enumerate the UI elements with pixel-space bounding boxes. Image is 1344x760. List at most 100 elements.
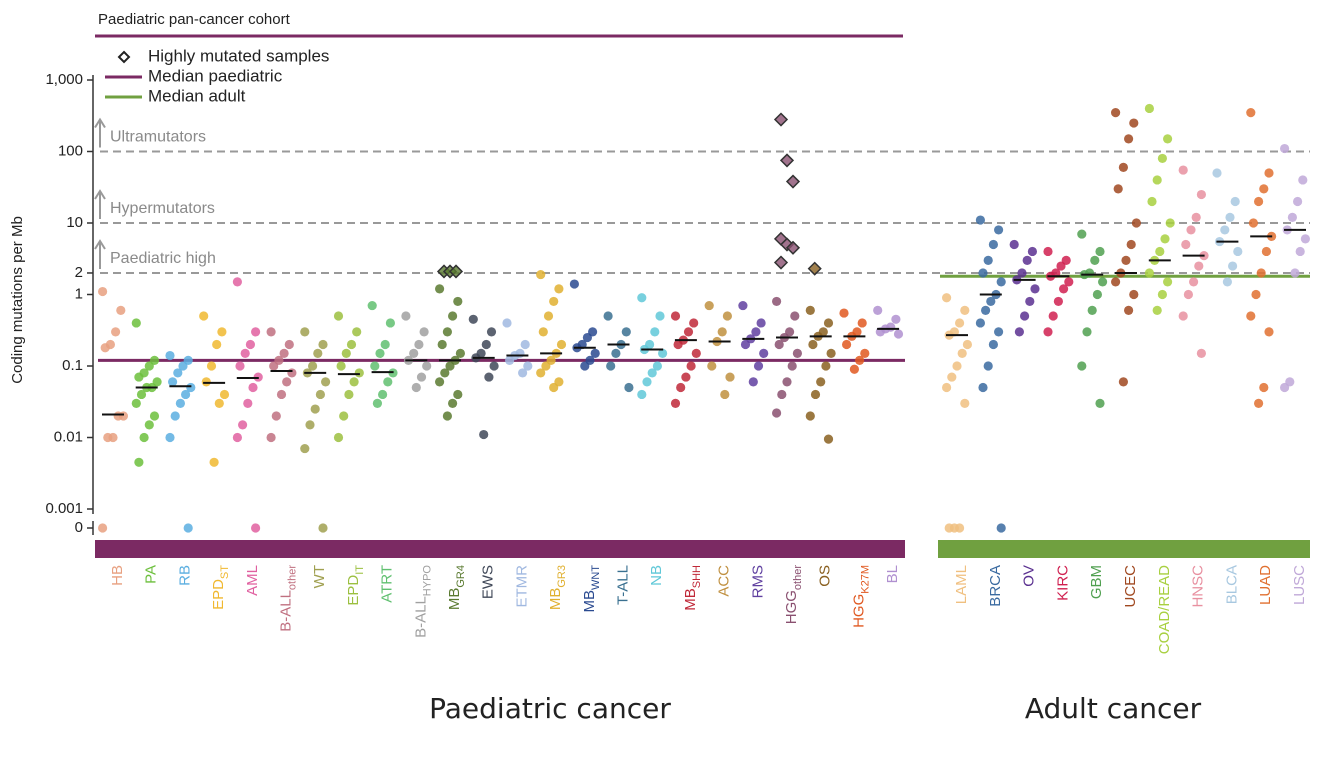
category-name: T-ALL — [614, 565, 631, 605]
category-subscript: IT — [354, 565, 366, 575]
category-label: NB — [648, 565, 665, 586]
category-name: HGG — [850, 594, 867, 628]
highly-mutated-sample — [448, 264, 464, 279]
dot — [670, 398, 681, 408]
category-name: B-ALL — [412, 596, 429, 638]
dot — [983, 361, 993, 371]
category-label: AML — [244, 565, 261, 596]
dot — [1220, 225, 1230, 235]
dot — [1186, 225, 1196, 235]
dot — [823, 434, 834, 444]
category-label: MBWNT — [581, 565, 602, 613]
dot — [344, 389, 354, 400]
category-label: HGGother — [783, 565, 804, 625]
dot — [580, 361, 590, 371]
y-tick-label: 1,000 — [45, 71, 83, 88]
dot — [1090, 255, 1100, 265]
highly-mutated-sample — [779, 153, 795, 168]
category-name: BL — [884, 565, 901, 583]
y-tick-label: 1 — [75, 285, 83, 302]
dot — [823, 318, 834, 328]
dot — [860, 348, 870, 359]
dot — [139, 432, 149, 443]
category-label: LUSC — [1291, 565, 1308, 605]
dot — [1157, 289, 1167, 300]
dot — [282, 377, 292, 387]
dot — [131, 318, 141, 328]
dot — [276, 389, 287, 400]
category-label: GBM — [1088, 565, 1105, 599]
dot — [1254, 398, 1264, 408]
dot — [955, 318, 965, 328]
dot — [502, 318, 512, 328]
category-name: HGG — [783, 590, 800, 624]
highly-mutated-sample — [773, 255, 789, 270]
dot — [1165, 218, 1175, 228]
dot — [1228, 261, 1238, 271]
dot — [821, 361, 831, 371]
dot — [772, 296, 782, 307]
category-name: BRCA — [987, 565, 1004, 607]
dot — [300, 327, 310, 337]
dot — [367, 300, 377, 311]
dot — [611, 348, 621, 359]
reference-arrow — [94, 239, 106, 269]
dot — [235, 361, 245, 371]
dot — [996, 277, 1006, 287]
dot — [893, 329, 904, 339]
dot — [582, 332, 593, 343]
dot — [383, 377, 393, 387]
dot — [1163, 277, 1173, 287]
dot — [98, 523, 108, 533]
dot — [520, 339, 530, 350]
dot — [816, 377, 826, 387]
dot — [1124, 305, 1134, 315]
category-label: B-ALLHYPO — [412, 565, 433, 638]
dot — [691, 348, 701, 359]
dot — [339, 411, 349, 421]
dot — [217, 327, 227, 337]
highly-mutated-sample — [779, 237, 795, 252]
dot — [318, 523, 328, 533]
dot — [782, 377, 792, 387]
dot — [1043, 327, 1053, 337]
dot — [839, 308, 849, 318]
dot — [720, 389, 730, 400]
dot — [1287, 212, 1297, 222]
dot — [1030, 284, 1040, 294]
dot — [655, 311, 665, 321]
y-tick-label: 10 — [66, 214, 83, 231]
dot — [777, 389, 787, 400]
category-name: MB — [547, 588, 564, 611]
dot — [805, 411, 815, 421]
reference-arrow — [94, 189, 106, 219]
highly-mutated-sample — [807, 261, 822, 276]
dot — [352, 327, 362, 337]
dot — [505, 355, 515, 365]
dot — [435, 377, 445, 387]
category-subscript: GR3 — [556, 565, 568, 588]
dot — [1053, 296, 1063, 307]
dot — [1014, 327, 1024, 337]
dot — [1196, 348, 1206, 359]
category-subscript: HYPO — [421, 565, 433, 597]
dot — [1147, 196, 1157, 207]
dot — [206, 361, 217, 371]
dot — [1191, 212, 1201, 222]
dot — [1222, 277, 1232, 287]
dot — [100, 343, 110, 353]
dot — [891, 314, 901, 324]
category-name: RMS — [749, 565, 766, 598]
dot — [1082, 327, 1092, 337]
dot — [725, 372, 735, 382]
dot — [448, 398, 458, 408]
dot — [1152, 305, 1162, 315]
dot — [1009, 239, 1019, 250]
category-name: HB — [109, 565, 126, 586]
dot — [219, 389, 230, 400]
category-name: LUSC — [1291, 565, 1308, 605]
category-name: BLCA — [1223, 565, 1240, 604]
dot — [1121, 255, 1131, 265]
category-label: RB — [176, 565, 193, 586]
dot — [209, 457, 219, 467]
